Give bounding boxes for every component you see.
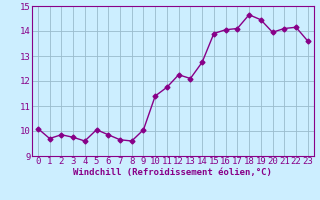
- X-axis label: Windchill (Refroidissement éolien,°C): Windchill (Refroidissement éolien,°C): [73, 168, 272, 177]
